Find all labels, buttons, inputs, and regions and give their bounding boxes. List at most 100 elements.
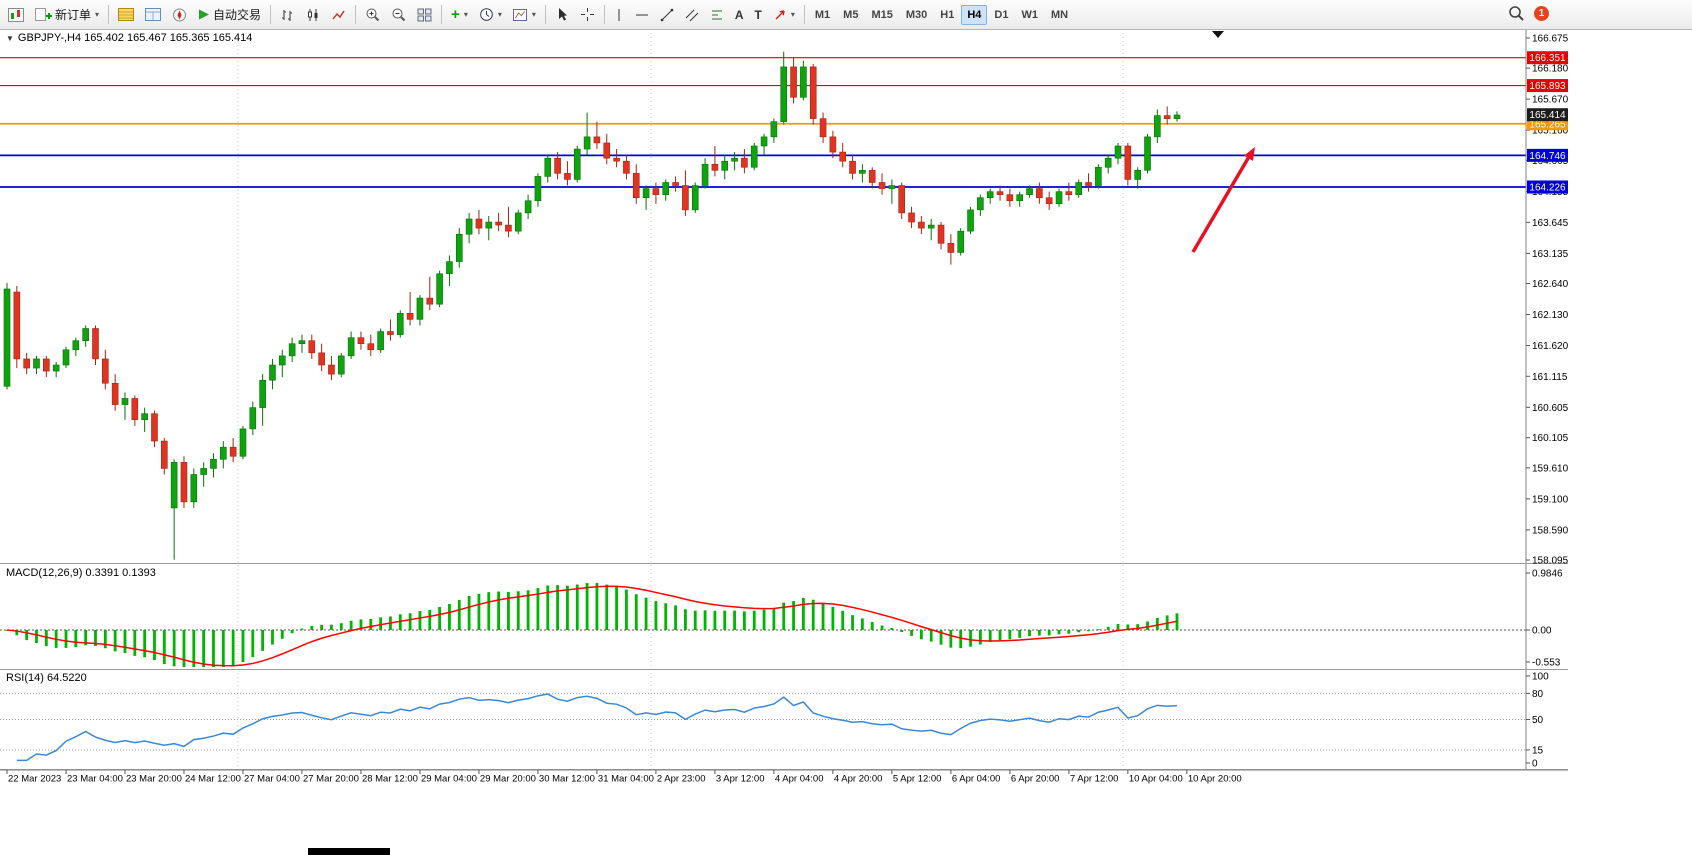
candle xyxy=(927,224,935,229)
zoom-in-button[interactable] xyxy=(360,2,385,27)
candle xyxy=(878,182,886,189)
candle xyxy=(1124,145,1132,180)
svg-text:-0.553: -0.553 xyxy=(1532,658,1561,669)
candle xyxy=(220,446,227,460)
vertical-line-tool-button[interactable] xyxy=(609,2,629,27)
channel-tool-button[interactable] xyxy=(680,2,704,27)
candle xyxy=(229,446,237,457)
crosshair-tool-button[interactable] xyxy=(575,2,600,27)
label-tool-button[interactable]: T xyxy=(750,2,767,27)
svg-text:100: 100 xyxy=(1532,672,1549,683)
new-order-button[interactable]: 新订单 ▾ xyxy=(30,2,104,27)
svg-text:163.135: 163.135 xyxy=(1532,249,1569,260)
candle xyxy=(485,221,493,229)
candle xyxy=(357,337,365,345)
candle xyxy=(1036,188,1043,199)
clock-icon xyxy=(480,8,493,21)
periods-button[interactable]: ▾ xyxy=(474,2,507,27)
fibonacci-tool-button[interactable] xyxy=(705,2,729,27)
search-icon[interactable] xyxy=(1508,5,1525,22)
timeframe-button-d1[interactable]: D1 xyxy=(994,8,1009,21)
candle xyxy=(790,66,797,98)
trendline-tool-button[interactable] xyxy=(655,2,679,27)
chart-window-button[interactable] xyxy=(3,2,29,27)
data-window-button[interactable] xyxy=(140,2,166,27)
cursor-tool-button[interactable] xyxy=(550,2,574,27)
candle xyxy=(524,200,532,214)
timeframe-button-m1[interactable]: M1 xyxy=(814,8,831,21)
candle xyxy=(662,182,670,195)
arrows-tool-button[interactable]: ▾ xyxy=(768,2,800,27)
svg-text:0: 0 xyxy=(1532,759,1538,770)
svg-text:165.265: 165.265 xyxy=(1529,119,1566,130)
candle xyxy=(721,160,729,171)
candlestick-chart-type-button[interactable] xyxy=(300,2,325,27)
vertical-line-icon xyxy=(618,8,620,21)
zoom-out-button[interactable] xyxy=(386,2,411,27)
toolbar-separator xyxy=(441,5,443,24)
market-watch-button[interactable] xyxy=(113,2,139,27)
tile-windows-button[interactable] xyxy=(412,2,437,27)
bar-chart-type-button[interactable] xyxy=(275,2,299,27)
price-badge xyxy=(1527,108,1568,122)
candle xyxy=(957,230,965,253)
svg-text:161.115: 161.115 xyxy=(1532,372,1568,383)
chart-title: ▼ GBPJPY-,H4 165.402 165.467 165.365 165… xyxy=(6,32,252,44)
candle xyxy=(210,459,217,469)
trend-arrow-annotation[interactable] xyxy=(1191,147,1255,253)
text-tool-button[interactable]: A xyxy=(730,2,749,27)
timeframe-button-h1[interactable]: H1 xyxy=(940,8,955,21)
svg-text:164.226: 164.226 xyxy=(1529,182,1566,193)
candle xyxy=(1065,191,1073,195)
toolbar-separator xyxy=(355,5,357,24)
candle xyxy=(1045,197,1053,205)
candle xyxy=(328,364,335,375)
candle xyxy=(62,349,70,366)
rsi-indicator-label: RSI(14) 64.5220 xyxy=(6,672,87,684)
new-order-icon xyxy=(35,8,52,21)
timeframe-button-m30[interactable]: M30 xyxy=(905,8,928,21)
candle xyxy=(809,66,817,119)
price-badge xyxy=(1527,148,1568,162)
candle xyxy=(642,188,650,199)
chart-canvas[interactable]: 166.675166.180165.670165.160164.665164.1… xyxy=(0,28,1692,855)
candle xyxy=(475,218,483,229)
navigator-button[interactable] xyxy=(167,2,192,27)
timeframe-button-mn[interactable]: MN xyxy=(1050,8,1069,21)
templates-button[interactable]: ▾ xyxy=(508,2,541,27)
time-axis[interactable]: 22 Mar 2023 23 Mar 04:00 23 Mar 20:00 24 Ma… xyxy=(0,769,1568,785)
trendline-icon xyxy=(660,8,674,21)
crosshair-icon xyxy=(580,8,594,21)
scroll-end-marker[interactable] xyxy=(1212,31,1224,38)
svg-text:158.095: 158.095 xyxy=(1532,556,1569,567)
candle xyxy=(770,121,778,138)
timeframe-button-m15[interactable]: M15 xyxy=(871,8,893,21)
candle xyxy=(632,173,640,199)
candle xyxy=(996,191,1004,195)
timeframe-button-w1[interactable]: W1 xyxy=(1021,8,1038,21)
timeframe-button-m5[interactable]: M5 xyxy=(843,8,859,21)
svg-text:50: 50 xyxy=(1532,715,1544,726)
candle xyxy=(682,185,689,211)
candle xyxy=(829,136,837,153)
svg-text:161.620: 161.620 xyxy=(1532,341,1569,352)
line-chart-type-button[interactable] xyxy=(326,2,351,27)
svg-text:162.640: 162.640 xyxy=(1532,279,1569,290)
indicators-button[interactable]: + ▾ xyxy=(446,2,473,27)
horizontal-lines[interactable] xyxy=(0,57,1526,188)
svg-text:166.180: 166.180 xyxy=(1532,64,1569,75)
notification-badge[interactable]: 1 xyxy=(1534,6,1549,21)
svg-text:165.414: 165.414 xyxy=(1529,110,1566,121)
candle xyxy=(396,312,404,335)
svg-text:22 Mar 2023: 22 Mar 2023 xyxy=(8,774,61,785)
chart-menu-triangle-icon[interactable]: ▼ xyxy=(6,33,14,43)
candle xyxy=(1055,191,1063,205)
autotrading-button[interactable]: 自动交易 xyxy=(193,2,266,27)
price-axis[interactable]: 166.675166.180165.670165.160164.665164.1… xyxy=(0,29,1569,770)
channel-icon xyxy=(685,9,699,21)
svg-text:31 Mar 04:00: 31 Mar 04:00 xyxy=(598,774,654,785)
candle xyxy=(800,66,807,98)
horizontal-line-tool-button[interactable] xyxy=(630,2,654,27)
chevron-down-icon: ▾ xyxy=(531,10,536,19)
timeframe-button-h4[interactable]: H4 xyxy=(961,4,988,25)
